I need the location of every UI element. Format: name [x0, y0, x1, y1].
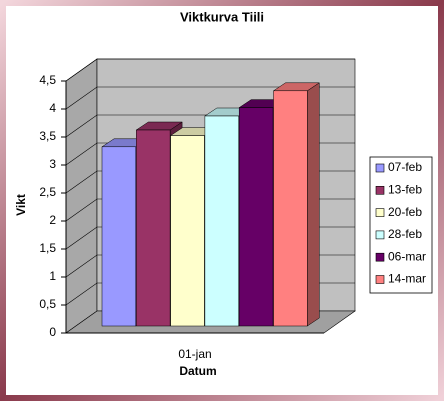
legend-swatch: [375, 230, 385, 240]
legend-swatch: [375, 208, 385, 217]
legend-label: 20-feb: [388, 205, 422, 219]
y-axis-title: Vikt: [14, 194, 28, 216]
legend-label: 07-feb: [388, 160, 422, 174]
bar: [101, 146, 137, 327]
y-tick-label: 2,5: [39, 185, 56, 199]
y-tick-label: 0,5: [39, 297, 56, 311]
bar: [204, 115, 239, 327]
bar-side: [307, 82, 320, 327]
y-tick-label: 4,5: [39, 73, 56, 87]
y-tick-label: 3: [49, 157, 56, 171]
grid-line: [65, 58, 355, 82]
legend-label: 13-feb: [388, 182, 422, 196]
side-wall: [65, 58, 98, 334]
legend-swatch: [375, 252, 385, 262]
bar: [170, 135, 205, 327]
legend-swatch: [375, 186, 385, 195]
legend-swatch: [375, 163, 385, 173]
bar: [136, 129, 171, 327]
x-axis-title: Datum: [179, 364, 216, 378]
legend: [369, 156, 433, 294]
legend-swatch: [375, 275, 385, 284]
y-tick-label: 2: [49, 213, 56, 227]
bar: [238, 107, 274, 327]
y-tick-label: 1,5: [39, 241, 56, 255]
legend-label: 06-mar: [388, 249, 426, 263]
bar: [273, 90, 308, 327]
legend-label: 28-feb: [388, 227, 422, 241]
legend-label: 14-mar: [388, 272, 426, 286]
chart-title: Viktkurva Tiili: [180, 9, 264, 24]
x-tick-label: 01-jan: [178, 347, 211, 361]
y-tick-label: 3,5: [39, 129, 56, 143]
y-tick-label: 0: [49, 325, 56, 339]
grid-line: [65, 86, 355, 110]
y-tick-label: 4: [49, 101, 56, 115]
y-tick-label: 1: [49, 269, 56, 283]
